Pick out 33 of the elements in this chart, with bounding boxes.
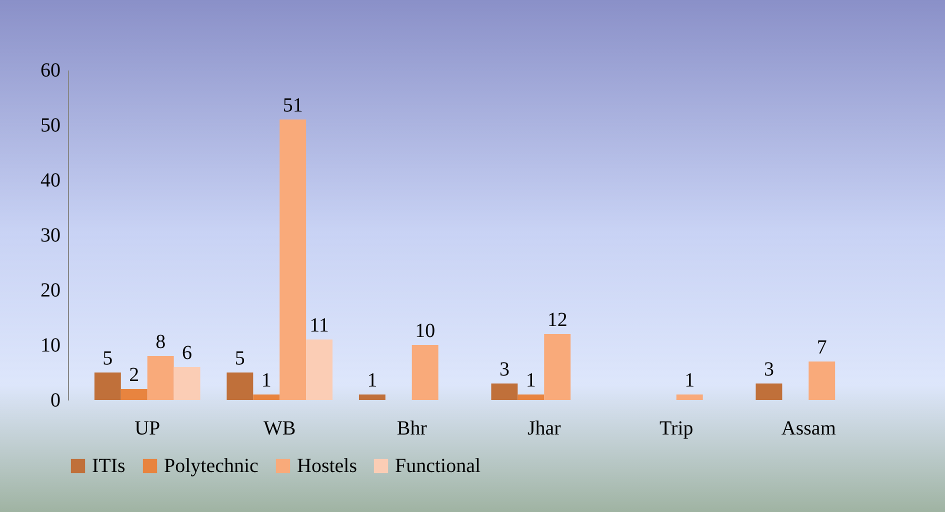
legend-label: Polytechnic xyxy=(164,455,259,477)
y-tick-label: 30 xyxy=(40,224,60,246)
data-label: 12 xyxy=(547,309,568,331)
legend-label: ITIs xyxy=(92,455,126,477)
y-tick-label: 20 xyxy=(40,280,60,302)
data-label: 2 xyxy=(129,364,140,386)
y-tick-label: 60 xyxy=(40,60,60,82)
legend-label: Hostels xyxy=(297,455,358,477)
x-tick-label: Trip xyxy=(660,418,694,440)
x-tick-label: UP xyxy=(134,418,160,440)
data-label: 1 xyxy=(367,370,378,392)
data-label: 11 xyxy=(310,314,329,336)
y-tick-label: 10 xyxy=(40,334,60,356)
y-tick-label: 0 xyxy=(50,390,60,412)
data-label: 1 xyxy=(526,370,536,392)
x-tick-label: WB xyxy=(264,418,296,440)
data-label: 6 xyxy=(182,342,192,364)
data-label: 3 xyxy=(499,358,510,380)
data-label: 5 xyxy=(234,348,245,370)
data-label: 7 xyxy=(816,336,827,358)
x-tick-label: Assam xyxy=(781,418,836,440)
data-label: 10 xyxy=(415,320,436,342)
data-label: 3 xyxy=(764,358,774,380)
x-tick-label: Jhar xyxy=(527,418,562,440)
x-tick-label: Bhr xyxy=(396,418,428,440)
data-label: 5 xyxy=(102,348,113,370)
legend-label: Functional xyxy=(395,455,481,477)
y-tick-label: 50 xyxy=(40,114,60,136)
y-tick-label: 40 xyxy=(40,170,60,192)
data-label: 1 xyxy=(261,370,272,392)
data-label: 51 xyxy=(282,94,303,116)
data-label: 8 xyxy=(156,331,166,353)
data-label: 1 xyxy=(684,370,695,392)
